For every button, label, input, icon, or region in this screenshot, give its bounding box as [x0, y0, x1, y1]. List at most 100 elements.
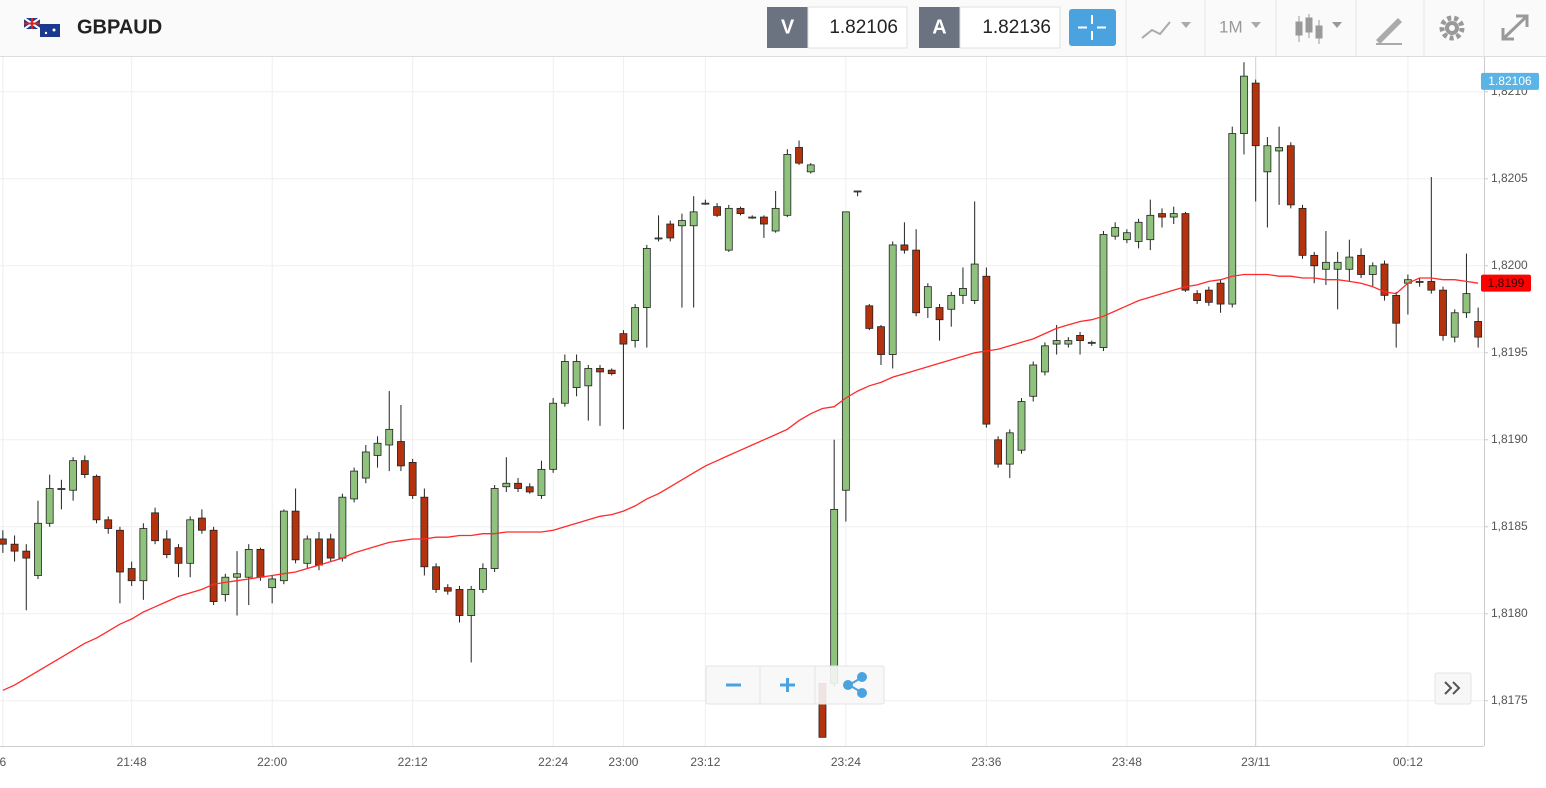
sell-price-box[interactable] — [807, 6, 908, 49]
candle-body — [350, 470, 359, 500]
x-tick-label: 23/11 — [1241, 755, 1270, 769]
x-tick-label: 22:24 — [538, 755, 568, 769]
average-marker — [1481, 274, 1531, 292]
candle-body — [654, 237, 663, 240]
x-tick-label: 22:12 — [398, 755, 428, 769]
x-tick-label: 23:48 — [1112, 755, 1142, 769]
candle-body — [116, 529, 124, 573]
sell-label: V — [781, 16, 795, 38]
candles-button[interactable] — [1295, 14, 1342, 44]
x-tick-label: 00:12 — [1393, 755, 1423, 769]
candle-body — [783, 154, 792, 216]
candle-body — [947, 294, 956, 310]
candle-body — [1052, 340, 1061, 345]
timeframe[interactable]: 1M — [1219, 17, 1243, 36]
candle-body — [736, 207, 745, 214]
candle-body — [900, 244, 909, 251]
candle-body — [1275, 147, 1283, 152]
candle-body — [1322, 261, 1330, 270]
candle-body — [174, 547, 183, 564]
y-tick-label: 1,8185 — [1491, 519, 1528, 533]
candle-body — [760, 216, 768, 225]
candle-body — [877, 326, 885, 355]
candle-body — [502, 482, 511, 488]
flag-icon — [23, 17, 60, 37]
candle-body — [0, 538, 7, 545]
candle-body — [1228, 133, 1237, 305]
candle-body — [151, 512, 159, 542]
candle-body — [1427, 281, 1436, 291]
candle-body — [888, 244, 897, 355]
candle-body — [432, 566, 440, 590]
candle-body — [1111, 227, 1120, 237]
drawing-button[interactable] — [1376, 18, 1402, 45]
candle-body — [1204, 289, 1213, 303]
candle-body — [1029, 364, 1038, 397]
candle-body — [830, 508, 839, 684]
candle-body — [443, 587, 452, 592]
candle-body — [1251, 82, 1260, 147]
candle-body — [22, 550, 31, 559]
plot-area — [0, 57, 1484, 746]
candle-body — [268, 578, 277, 589]
timeframe-caret — [1251, 22, 1261, 28]
candle-body — [490, 488, 499, 569]
candle-body — [1474, 321, 1483, 338]
candle-body — [689, 211, 698, 227]
candle-body — [1415, 281, 1424, 283]
candle-body — [994, 439, 1002, 465]
crosshair-button[interactable] — [1069, 9, 1116, 46]
candle-body — [256, 548, 265, 578]
candle-body — [537, 468, 546, 496]
candle-body — [221, 576, 230, 596]
candle-body — [1263, 145, 1272, 173]
candle-body — [1298, 207, 1307, 256]
candle-body — [139, 528, 148, 582]
y-tick-label: 1,8205 — [1491, 171, 1528, 185]
candle-body — [92, 475, 101, 521]
candle-body — [795, 147, 803, 164]
candle-body — [619, 333, 628, 345]
candle-body — [959, 288, 967, 296]
candle-body — [1345, 256, 1354, 270]
candle-body — [1146, 214, 1155, 241]
candle-body — [385, 428, 394, 446]
scroll-end-button[interactable] — [1434, 672, 1472, 705]
candle-body — [678, 220, 686, 227]
x-tick-label: 21:48 — [117, 755, 147, 769]
settings-button[interactable] — [1439, 15, 1465, 41]
candle-body — [1017, 401, 1026, 451]
x-tick-label: 23:00 — [608, 755, 638, 769]
candle-body — [45, 488, 54, 524]
price-marker — [1481, 72, 1539, 90]
candle-body — [1087, 341, 1096, 344]
candle-body — [315, 538, 323, 566]
fullscreen-button[interactable] — [1501, 14, 1529, 41]
toolbar: GBPAUD V 1.82106 A 1.82136 1M — [0, 0, 1546, 57]
scroll-end-icon — [1444, 681, 1461, 695]
candle-body — [162, 538, 171, 556]
sell-price: 1.82106 — [829, 17, 898, 38]
candle-body — [549, 402, 558, 470]
buy-button[interactable] — [919, 7, 960, 48]
zoom-in-button[interactable] — [780, 678, 795, 692]
candle-body — [1240, 75, 1248, 134]
candle-body — [631, 307, 640, 342]
candle-body — [1193, 293, 1202, 301]
candle-body — [420, 496, 429, 568]
candle-body — [935, 307, 944, 321]
candle-body — [1076, 334, 1084, 342]
sell-button[interactable] — [767, 7, 808, 48]
candle-body — [233, 573, 241, 578]
candle-body — [525, 486, 534, 493]
y-tick-label: 1,8190 — [1491, 432, 1528, 446]
y-tick-label: 1,8175 — [1491, 693, 1528, 707]
candle-body — [1380, 263, 1389, 296]
candle-body — [291, 510, 300, 561]
candle-body — [104, 519, 113, 529]
candle-body — [806, 164, 815, 173]
buy-price-box[interactable] — [959, 6, 1061, 49]
share-button[interactable] — [843, 672, 867, 698]
chart-type-button[interactable] — [1141, 21, 1191, 39]
